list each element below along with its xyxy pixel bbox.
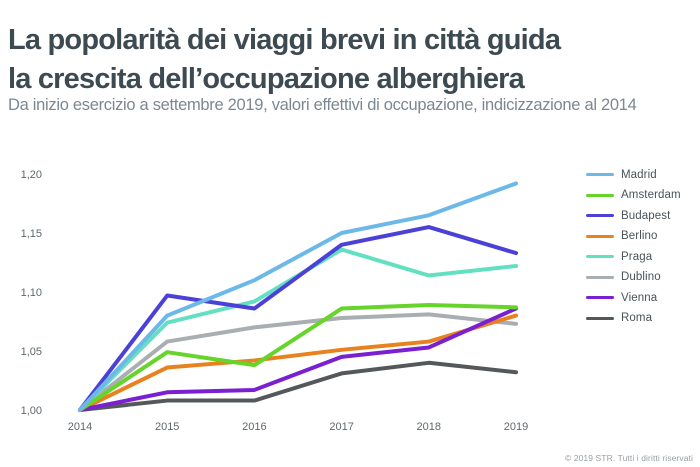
legend-swatch-madrid <box>586 173 614 176</box>
legend-label-roma: Roma <box>621 312 653 324</box>
legend-label-amsterdam: Amsterdam <box>621 189 681 201</box>
copyright-notice: © 2019 STR. Tutti i diritti riservati <box>564 453 693 463</box>
page-subtitle: Da inizio esercizio a settembre 2019, va… <box>8 96 637 114</box>
x-axis-tick-2017: 2017 <box>329 421 353 433</box>
page-title-line1: La popolarità dei viaggi brevi in città … <box>8 24 561 57</box>
legend-swatch-budapest <box>586 214 614 217</box>
legend-item-roma: Roma <box>586 312 681 325</box>
series-line-berlino <box>78 313 518 412</box>
legend-label-praga: Praga <box>621 250 653 263</box>
series-line-roma <box>78 360 518 412</box>
legend-label-berlino: Berlino <box>621 230 658 242</box>
y-axis-tick-1,15: 1,15 <box>21 228 42 240</box>
y-axis-tick-1,05: 1,05 <box>21 346 42 358</box>
legend-swatch-amsterdam <box>586 193 614 197</box>
legend-swatch-berlino <box>586 234 614 238</box>
legend-item-dublino: Dublino <box>586 271 681 284</box>
legend-item-vienna: Vienna <box>586 291 681 304</box>
chart-legend: Madrid Amsterdam Budapest Berlino Praga Dubli… <box>586 168 681 325</box>
legend-label-dublino: Dublino <box>621 271 661 283</box>
legend-item-madrid: Madrid <box>586 168 681 181</box>
x-axis-tick-2014: 2014 <box>68 421 92 433</box>
series-line-vienna <box>78 306 518 412</box>
legend-swatch-roma <box>586 316 614 320</box>
legend-item-berlino: Berlino <box>586 230 681 243</box>
x-axis-tick-2019: 2019 <box>504 421 528 433</box>
legend-swatch-vienna <box>586 296 614 299</box>
y-axis-tick-1,00: 1,00 <box>21 405 42 417</box>
legend-item-amsterdam: Amsterdam <box>586 189 681 202</box>
legend-swatch-dublino <box>586 275 614 279</box>
x-axis-tick-2015: 2015 <box>155 421 179 433</box>
legend-item-praga: Praga <box>586 250 681 263</box>
y-axis-tick-1,10: 1,10 <box>21 287 42 299</box>
series-line-amsterdam <box>78 302 518 412</box>
legend-label-budapest: Budapest <box>621 209 671 222</box>
legend-label-madrid: Madrid <box>621 168 657 181</box>
series-line-dublino <box>78 312 518 412</box>
y-axis-tick-1,20: 1,20 <box>21 169 42 181</box>
legend-swatch-praga <box>586 255 614 258</box>
x-axis-tick-2016: 2016 <box>242 421 266 433</box>
series-line-budapest <box>78 225 518 412</box>
page-title: La popolarità dei viaggi brevi in città … <box>8 21 688 99</box>
legend-label-vienna: Vienna <box>621 291 658 304</box>
page-title-line2: la crescita dell’occupazione alberghiera <box>8 63 525 96</box>
x-axis-tick-2018: 2018 <box>417 421 441 433</box>
legend-item-budapest: Budapest <box>586 209 681 222</box>
series-line-madrid <box>78 181 518 412</box>
